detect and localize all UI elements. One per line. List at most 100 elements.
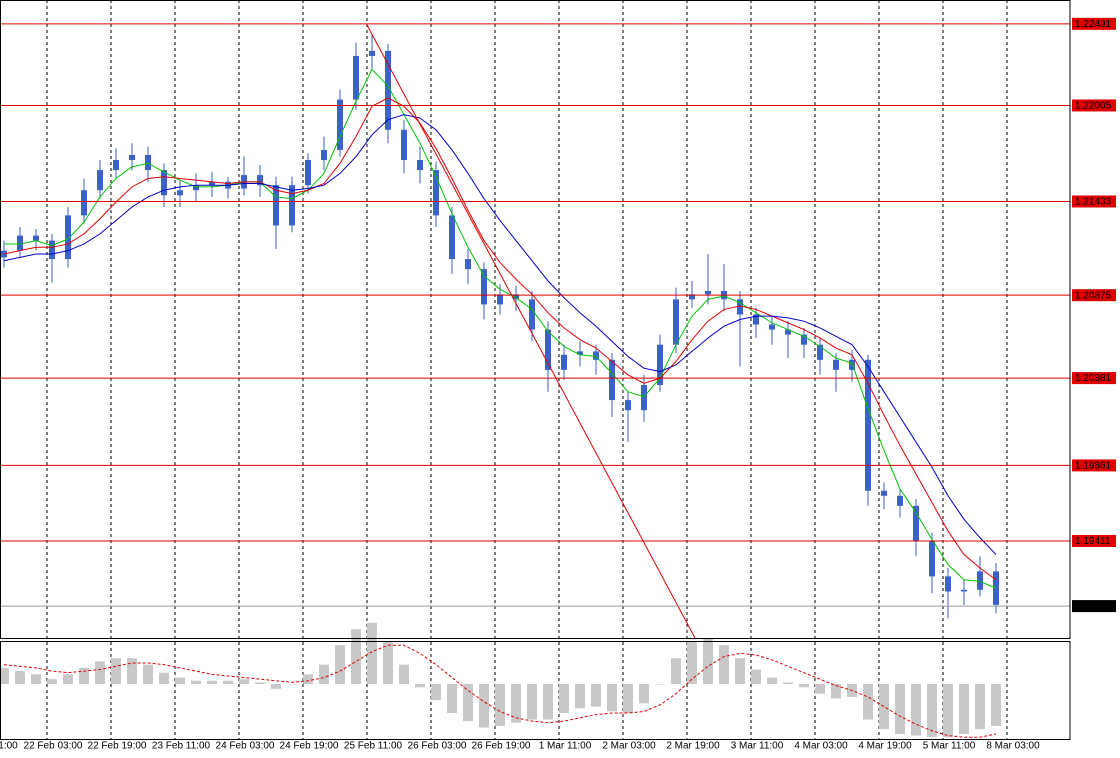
candle-body [65,215,71,260]
last-price-tag [1072,600,1116,613]
candle-body [689,294,695,300]
histogram-bar [127,658,137,685]
histogram-bar [991,684,1001,726]
histogram-bar [399,664,409,685]
candle-body [593,351,599,360]
histogram-bar [655,684,665,685]
candle-body [129,154,135,161]
candle-body [945,576,951,592]
histogram-bar [815,684,825,694]
histogram-bar [591,684,601,707]
price-level-tag [1072,99,1116,112]
candle-body [673,299,679,345]
candle-body [897,495,903,506]
candle-body [337,99,343,150]
histogram-bar [31,674,41,685]
price-level-tag [1072,372,1116,385]
candle-body [305,160,311,186]
histogram-bar [719,645,729,685]
candle-body [769,324,775,330]
histogram-bar [959,684,969,734]
moving-average [3,114,997,555]
candle-body [353,55,359,100]
moving-average [4,68,997,589]
candle-body [513,294,519,300]
candle-body [497,294,503,305]
candle-body [321,149,327,161]
histogram-bar [831,684,841,699]
price-level-tag [1072,534,1116,547]
candle-body [273,185,279,226]
price-level-tag [1072,17,1116,30]
histogram-bar [975,684,985,730]
histogram-bar [111,658,121,685]
histogram-bar [79,667,89,685]
x-tick-label: 1 Mar 11:00 [539,741,592,752]
histogram-bar [623,684,633,714]
histogram-bar [207,680,217,685]
histogram-bar [911,684,921,736]
histogram-bar [735,658,745,685]
candle-body [609,359,615,401]
x-tick-label: 2 Mar 19:00 [666,741,720,752]
candle-body [145,154,151,171]
price-level-tag [1072,195,1116,208]
price-level-tag [1072,289,1116,302]
histogram-bar [319,664,329,685]
x-tick-label: 22 Feb 03:00 [24,741,83,752]
histogram-bar [47,679,57,685]
x-tick-label: 4 Mar 03:00 [794,741,848,752]
candle-body [529,299,535,330]
histogram-bar [447,684,457,714]
histogram-bar [223,680,233,685]
x-tick-label: 26 Feb 19:00 [472,741,531,752]
candle-body [433,170,439,216]
candle-body [705,290,711,295]
price-level-tag [1072,459,1116,472]
indicator-pane-frame [0,641,1071,740]
candle-body [81,190,87,216]
histogram-bar [495,684,505,726]
candle-body [97,170,103,191]
histogram-bar [607,684,617,712]
histogram-bar [543,684,553,720]
x-tick-label: 3 Mar 11:00 [731,741,784,752]
candle-body [977,571,983,590]
histogram-bar [895,684,905,734]
marks-layer [0,34,1001,738]
candle-body [913,505,919,542]
histogram-bar [159,672,169,685]
histogram-bar [431,684,441,701]
candle-body [817,344,823,360]
candle-body [545,329,551,370]
histogram-bar [463,684,473,722]
histogram-bar [191,680,201,685]
histogram-bar [415,684,425,688]
histogram-bar [879,684,889,730]
candle-body [881,490,887,496]
histogram-bar [287,684,297,685]
x-tick-label: 23 Feb 11:00 [152,741,211,752]
x-tick-label: 22 Feb 19:00 [88,741,147,752]
candle-body [481,269,487,305]
price-level-label: 1.21433 [1075,197,1112,208]
histogram-bar [175,677,185,685]
candle-body [561,354,567,370]
histogram-bar [351,629,361,685]
candle-body [577,351,583,355]
signal-line [3,644,997,738]
candle-body [449,215,455,260]
histogram-bar [767,677,777,685]
candle-body [737,299,743,315]
candle-body [833,359,839,370]
price-level-label: 1.19411 [1075,536,1111,547]
histogram-bar [0,667,9,685]
x-tick-label: 2 Mar 03:00 [602,741,656,752]
histogram-bar [255,682,265,685]
x-tick-label: 26 Feb 03:00 [408,741,467,752]
histogram-bar [671,658,681,685]
moving-average [3,97,997,581]
candle-body [113,160,119,171]
histogram-bar [15,671,25,685]
overlay-layer: 1.22491 1.22005 1.21433 1.20875 1.20381 1.198… [0,17,1116,752]
